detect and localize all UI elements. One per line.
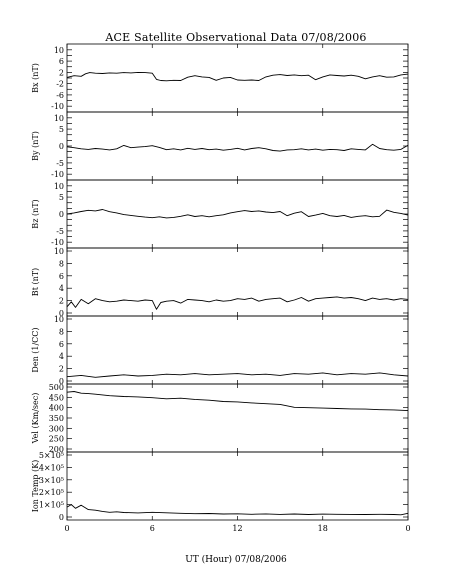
x-tick-label: 18	[318, 524, 328, 533]
x-tick-label: 6	[150, 524, 155, 533]
panel-frame	[66, 383, 409, 453]
y-tick-label: 6	[59, 272, 64, 281]
y-tick-label: 5	[59, 125, 64, 134]
y-tick-label: 6	[59, 57, 64, 66]
panel-5: 0 2 4 6 8 10 Den (1/CC)	[31, 315, 409, 386]
y-tick-label: 250	[49, 435, 64, 444]
y-tick-label: -6	[56, 91, 64, 100]
panel-frame	[66, 179, 409, 249]
x-tick-label: 0	[405, 524, 410, 533]
y-tick-label: -10	[51, 102, 64, 111]
y-tick-label: 0	[59, 142, 64, 151]
panel-3: -10 -5 0 5 10 Bz (nT)	[31, 179, 409, 249]
y-axis-label: Bz (nT)	[31, 199, 40, 228]
y-tick-label: 5	[59, 193, 64, 202]
y-tick-label: 10	[54, 182, 64, 191]
y-axis-label: Bt (nT)	[31, 268, 40, 296]
series-line	[66, 296, 409, 310]
y-tick-label: 8	[59, 259, 64, 268]
y-axis-label: Ion Temp (K)	[31, 460, 40, 513]
y-tick-label: 4	[59, 284, 64, 293]
y-tick-label: 8	[59, 327, 64, 336]
y-tick-label: -10	[51, 170, 64, 179]
x-tick-label: 12	[232, 524, 242, 533]
y-tick-label: -5	[56, 159, 64, 168]
series-line	[66, 71, 409, 82]
y-tick-label: 4×10⁵	[39, 463, 64, 472]
y-tick-label: 200	[49, 445, 64, 454]
series-line	[66, 372, 409, 378]
y-tick-label: 300	[49, 424, 64, 433]
y-tick-label: 0	[59, 513, 64, 522]
y-tick-label: 450	[49, 393, 64, 402]
y-tick-label: -2	[56, 80, 64, 89]
y-tick-label: 2	[59, 68, 64, 77]
x-tick-label: 0	[64, 524, 69, 533]
y-tick-label: 2×10⁵	[39, 488, 64, 497]
panels-group: -10 -6 -2 2 6 10 Bx (nT) -10 -5 0 5 10 By (nT) -10 -5 0…	[31, 43, 409, 522]
panel-frame	[66, 111, 409, 181]
x-axis: 0 6 12 18 0	[64, 524, 410, 533]
y-tick-label: 0	[59, 377, 64, 386]
y-tick-label: 10	[54, 46, 64, 55]
y-tick-label: 350	[49, 414, 64, 423]
y-axis-label: Vel (Km/sec)	[31, 393, 40, 445]
panel-frame	[66, 451, 409, 521]
panel-1: -10 -6 -2 2 6 10 Bx (nT)	[31, 43, 409, 113]
series-line	[66, 391, 409, 412]
panel-frame	[66, 247, 409, 317]
series-line	[66, 504, 409, 516]
y-tick-label: 3×10⁵	[39, 476, 64, 485]
panel-4: 0 2 4 6 8 10 Bt (nT)	[31, 247, 409, 318]
x-axis-label: UT (Hour) 07/08/2006	[185, 554, 287, 565]
y-axis-label: Bx (nT)	[31, 63, 40, 93]
y-tick-label: 10	[54, 114, 64, 123]
y-tick-label: 10	[54, 315, 64, 324]
panel-2: -10 -5 0 5 10 By (nT)	[31, 111, 409, 181]
y-tick-label: 2	[59, 297, 64, 306]
y-tick-label: 5×10⁵	[39, 451, 64, 460]
y-tick-label: 2	[59, 365, 64, 374]
y-axis-label: By (nT)	[31, 131, 40, 161]
series-line	[66, 209, 409, 219]
y-tick-label: 6	[59, 340, 64, 349]
panel-frame	[66, 43, 409, 113]
y-tick-label: 1×10⁵	[39, 501, 64, 510]
y-tick-label: -10	[51, 238, 64, 247]
y-tick-label: 0	[59, 210, 64, 219]
series-line	[66, 143, 409, 152]
chart-title: ACE Satellite Observational Data 07/08/2…	[104, 31, 366, 44]
y-tick-label: 10	[54, 247, 64, 256]
y-axis-label: Den (1/CC)	[31, 327, 40, 372]
y-tick-label: -5	[56, 227, 64, 236]
y-tick-label: 400	[49, 404, 64, 413]
y-tick-label: 4	[59, 352, 64, 361]
y-tick-label: 0	[59, 309, 64, 318]
y-tick-label: 500	[49, 383, 64, 392]
